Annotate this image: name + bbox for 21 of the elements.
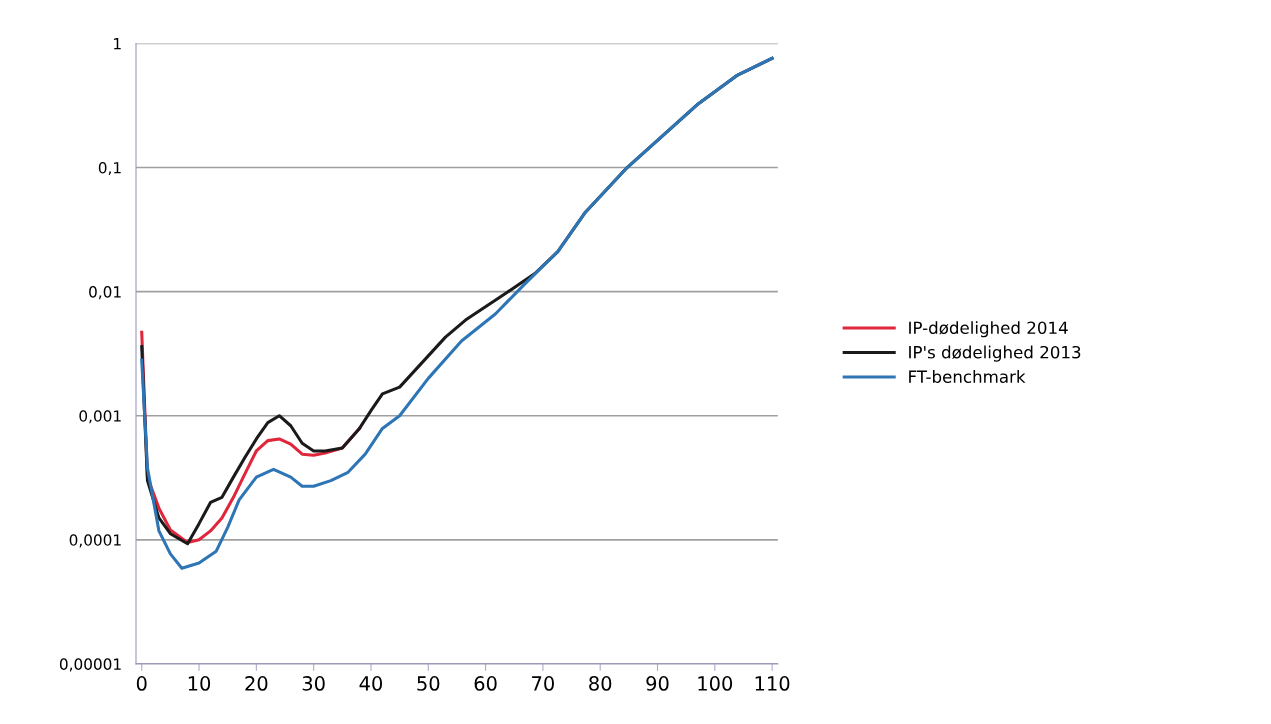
x-tick-label: 30 xyxy=(302,676,325,691)
y-tick-label: 0,001 xyxy=(79,410,121,424)
y-tick-label: 0,0001 xyxy=(69,534,121,548)
x-tick-label: 20 xyxy=(245,676,268,691)
x-tick-label: 0 xyxy=(136,676,147,691)
x-tick-label: 90 xyxy=(646,676,669,691)
x-tick-label: 70 xyxy=(532,676,554,691)
x-tick-label: 110 xyxy=(755,676,790,691)
x-tick-label: 50 xyxy=(417,676,440,691)
legend-label: FT-benchmark xyxy=(909,370,1026,383)
y-tick-label: 0,01 xyxy=(89,286,121,300)
y-tick-label: 1 xyxy=(114,38,121,50)
x-tick-label: 10 xyxy=(188,676,211,691)
x-tick-label: 80 xyxy=(589,676,612,691)
x-tick-label: 40 xyxy=(359,676,383,691)
legend-label: IP's dødelighed 2013 xyxy=(909,345,1081,362)
x-tick-label: 100 xyxy=(698,676,733,691)
legend-label: IP-dødelighed 2014 xyxy=(909,321,1068,338)
y-tick-label: 0,00001 xyxy=(59,658,121,672)
y-tick-label: 0,1 xyxy=(98,162,121,176)
x-tick-label: 60 xyxy=(474,676,497,691)
